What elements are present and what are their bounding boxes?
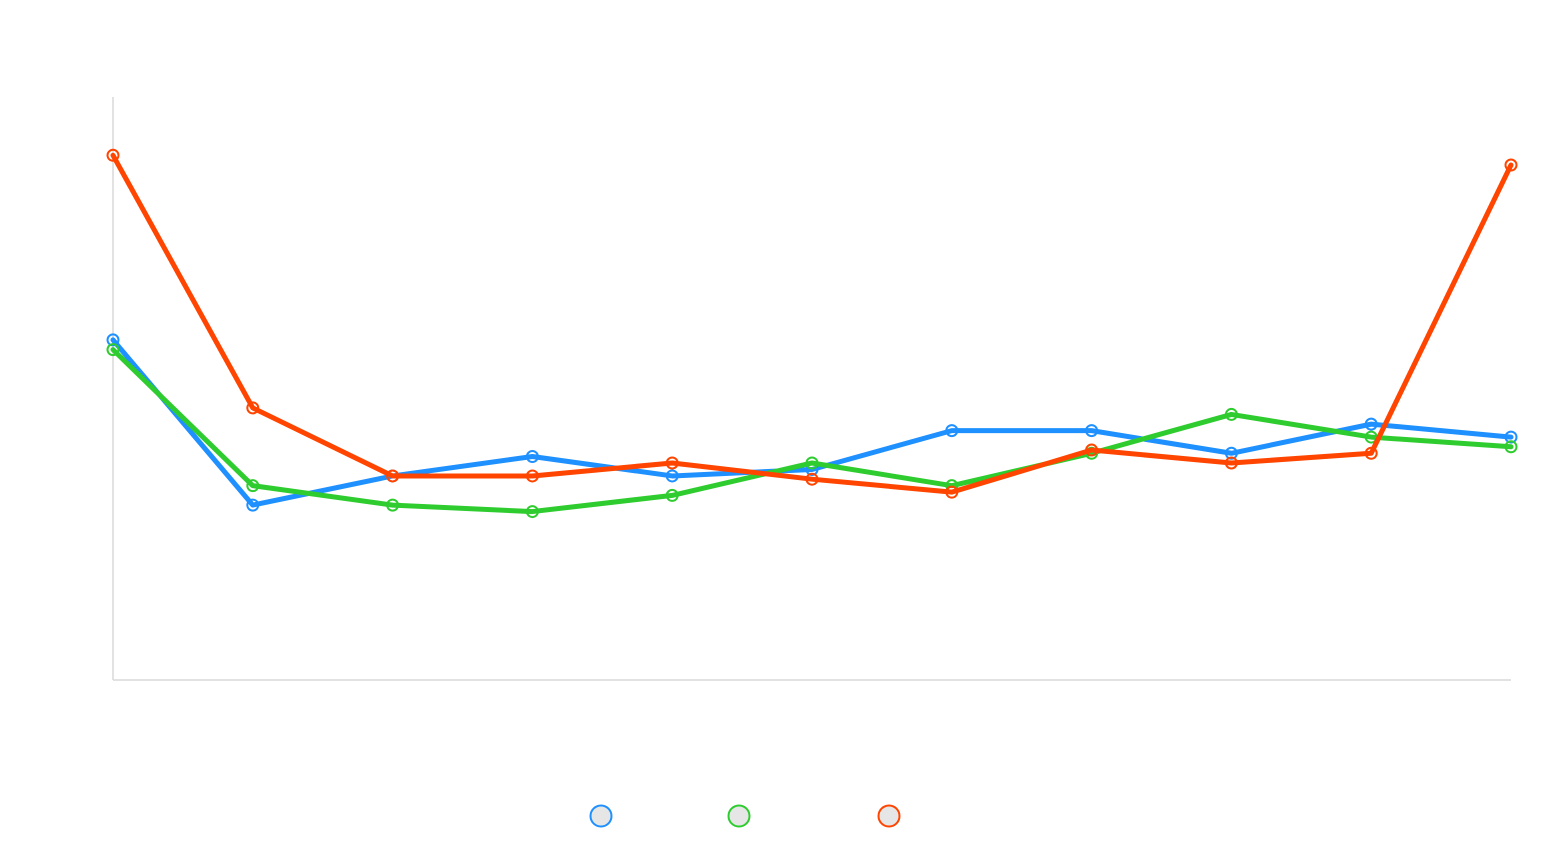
series-2-point[interactable] <box>106 343 120 357</box>
series-3-point[interactable] <box>106 148 120 162</box>
series-1-point[interactable] <box>1504 430 1518 444</box>
series-2-point[interactable] <box>665 488 679 502</box>
series-3-point[interactable] <box>945 485 959 499</box>
series-1-point[interactable] <box>1364 417 1378 431</box>
series-2-point[interactable] <box>246 479 260 493</box>
series-1-point[interactable] <box>1085 424 1099 438</box>
series-2-point[interactable] <box>386 498 400 512</box>
series-1-point[interactable] <box>665 469 679 483</box>
series-3 <box>106 148 1518 499</box>
series-1-point[interactable] <box>525 450 539 464</box>
series-3-point[interactable] <box>246 401 260 415</box>
series-1-point[interactable] <box>945 424 959 438</box>
legend-item-3-marker[interactable] <box>877 804 901 828</box>
series-3-point[interactable] <box>1504 158 1518 172</box>
series-3-point[interactable] <box>805 472 819 486</box>
series-2-point[interactable] <box>1224 407 1238 421</box>
series-1-point[interactable] <box>1224 446 1238 460</box>
series-3-point[interactable] <box>386 469 400 483</box>
series-3-point[interactable] <box>1224 456 1238 470</box>
series-3-line <box>110 152 1514 495</box>
series-3-point[interactable] <box>1364 446 1378 460</box>
series-3-point[interactable] <box>1085 443 1099 457</box>
series-3-point[interactable] <box>525 469 539 483</box>
series-layer <box>106 148 1518 519</box>
legend-item-2-marker[interactable] <box>727 804 751 828</box>
series-2-point[interactable] <box>525 505 539 519</box>
series-3-point[interactable] <box>665 456 679 470</box>
series-2-point[interactable] <box>805 456 819 470</box>
series-1-point[interactable] <box>106 333 120 347</box>
legend-item-1-marker[interactable] <box>589 804 613 828</box>
legend <box>589 804 901 828</box>
series-2-line <box>110 347 1514 515</box>
axes <box>112 97 1511 681</box>
series-2-point[interactable] <box>1504 440 1518 454</box>
series-1-point[interactable] <box>246 498 260 512</box>
